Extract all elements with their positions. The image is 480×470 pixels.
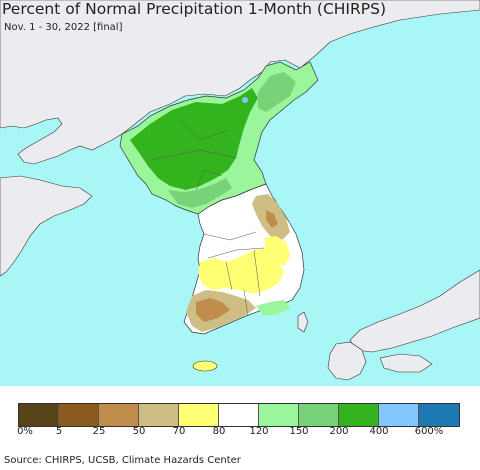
legend-label: 600% [414, 426, 444, 437]
legend-swatch [339, 404, 379, 426]
legend-swatch [219, 404, 259, 426]
legend-swatch [99, 404, 139, 426]
south-coast-green [256, 300, 290, 316]
page-subtitle: Nov. 1 - 30, 2022 [final] [4, 22, 123, 33]
legend-label: 5 [55, 426, 63, 437]
legend-swatch [19, 404, 59, 426]
gangwon-brown-spot [266, 210, 278, 228]
legend-label: 150 [289, 426, 309, 437]
legend-swatch [379, 404, 419, 426]
legend-swatch [419, 404, 459, 426]
legend-swatch [179, 404, 219, 426]
source-credit: Source: CHIRPS, UCSB, Climate Hazards Ce… [4, 455, 241, 466]
legend-swatch [259, 404, 299, 426]
jeju-island [192, 360, 218, 372]
precipitation-map [0, 0, 480, 386]
lake-spot [242, 97, 248, 103]
north-korea-south-green [168, 178, 232, 208]
north-korea-mid-green [258, 72, 296, 112]
legend-swatch [59, 404, 99, 426]
legend-color-bar [18, 403, 460, 427]
legend-label: 80 [212, 426, 226, 437]
central-yellow-zone [198, 248, 284, 294]
page-title: Percent of Normal Precipitation 1-Month … [2, 0, 386, 18]
legend-label: 25 [92, 426, 106, 437]
legend-swatch [299, 404, 339, 426]
province-lines [149, 119, 265, 317]
north-korea-green-zone [130, 88, 258, 190]
east-yellow-zone [264, 236, 290, 266]
legend-label: 200 [329, 426, 349, 437]
shandong-peninsula [0, 175, 93, 277]
legend-label: 0% [17, 426, 33, 437]
southwest-brown-zone [196, 298, 230, 322]
legend-labels: 0% 5 25 50 70 80 120 150 200 400 600% [0, 426, 480, 440]
legend-label: 120 [249, 426, 269, 437]
japan-kyushu [327, 341, 367, 381]
legend-label: 70 [172, 426, 186, 437]
legend-swatch [139, 404, 179, 426]
legend-label: 400 [369, 426, 389, 437]
japan-shikoku [379, 353, 433, 373]
legend-label: 50 [132, 426, 146, 437]
tsushima-island [297, 311, 309, 333]
